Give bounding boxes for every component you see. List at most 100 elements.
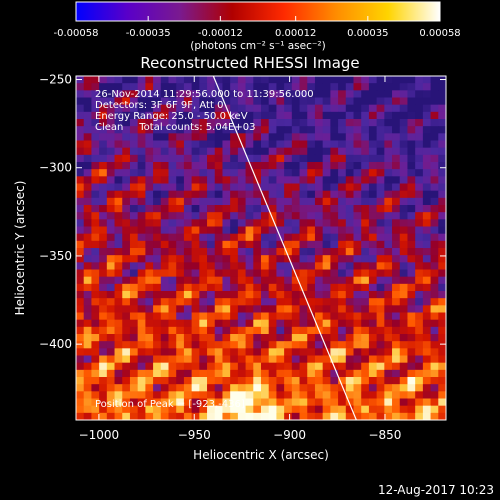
heatmap-cell	[207, 362, 216, 371]
heatmap-cell	[322, 312, 331, 321]
heatmap-cell	[261, 377, 270, 385]
heatmap-cell	[376, 83, 385, 91]
heatmap-cell	[137, 298, 146, 306]
heatmap-cell	[392, 76, 401, 84]
heatmap-cell	[183, 298, 193, 306]
heatmap-cell	[430, 76, 439, 84]
heatmap-cell	[384, 176, 393, 184]
heatmap-cell	[368, 126, 378, 134]
heatmap-cell	[160, 162, 169, 170]
heatmap-cell	[129, 126, 139, 134]
heatmap-cell	[99, 298, 108, 306]
heatmap-cell	[345, 190, 354, 199]
heatmap-cell	[122, 369, 131, 378]
heatmap-cell	[376, 248, 385, 256]
heatmap-cell	[261, 212, 270, 220]
heatmap-cell	[430, 140, 439, 149]
heatmap-cell	[245, 341, 254, 349]
heatmap-cell	[361, 133, 370, 141]
heatmap-cell	[268, 197, 277, 206]
heatmap-cell	[353, 362, 362, 371]
heatmap-cell	[407, 305, 416, 313]
heatmap-cell	[99, 83, 108, 91]
heatmap-cell	[230, 355, 239, 364]
heatmap-cell	[214, 83, 223, 91]
heatmap-cell	[422, 355, 431, 364]
heatmap-cell	[438, 219, 446, 227]
heatmap-cell	[253, 219, 262, 227]
heatmap-cell	[345, 147, 354, 156]
heatmap-cell	[284, 233, 293, 242]
heatmap-cell	[76, 183, 85, 192]
heatmap-cell	[114, 226, 123, 235]
heatmap-cell	[222, 97, 231, 106]
heatmap-cell	[191, 369, 200, 378]
heatmap-cell	[199, 212, 208, 220]
heatmap-cell	[399, 76, 408, 84]
heatmap-cell	[245, 176, 254, 184]
heatmap-cell	[114, 133, 123, 141]
heatmap-cell	[91, 369, 100, 378]
heatmap-cell	[268, 219, 277, 227]
heatmap-cell	[284, 305, 293, 313]
heatmap-cell	[176, 334, 185, 342]
heatmap-cell	[330, 76, 339, 84]
heatmap-cell	[91, 341, 100, 349]
heatmap-cell	[76, 147, 85, 156]
heatmap-cell	[106, 291, 115, 299]
heatmap-cell	[314, 183, 324, 192]
heatmap-cell	[284, 111, 293, 120]
heatmap-cell	[399, 119, 408, 127]
heatmap-cell	[76, 255, 85, 263]
heatmap-cell	[253, 341, 262, 349]
heatmap-cell	[160, 384, 169, 392]
heatmap-cell	[137, 212, 146, 220]
heatmap-cell	[353, 248, 362, 256]
heatmap-cell	[222, 126, 231, 134]
heatmap-cell	[284, 183, 293, 192]
heatmap-cell	[314, 269, 324, 278]
heatmap-cell	[230, 197, 239, 206]
heatmap-cell	[99, 269, 108, 278]
heatmap-cell	[314, 147, 324, 156]
heatmap-cell	[99, 233, 108, 242]
heatmap-cell	[191, 262, 200, 270]
heatmap-cell	[422, 319, 431, 328]
heatmap-cell	[430, 341, 439, 349]
heatmap-cell	[284, 76, 293, 84]
heatmap-cell	[307, 412, 316, 420]
heatmap-cell	[345, 276, 354, 285]
heatmap-cell	[106, 111, 115, 120]
heatmap-cell	[230, 334, 239, 342]
heatmap-cell	[122, 76, 131, 84]
heatmap-cell	[129, 212, 139, 220]
heatmap-cell	[230, 212, 239, 220]
heatmap-cell	[307, 226, 316, 235]
heatmap-cell	[338, 362, 347, 371]
heatmap-cell	[199, 283, 208, 292]
heatmap-cell	[253, 255, 262, 263]
colorbar-unit-label: (photons cm⁻² s⁻¹ asec⁻²)	[190, 40, 325, 52]
heatmap-cell	[153, 269, 162, 278]
heatmap-cell	[153, 219, 162, 227]
heatmap-cell	[261, 298, 270, 306]
heatmap-cell	[160, 97, 169, 106]
heatmap-cell	[384, 355, 393, 364]
heatmap-cell	[338, 140, 347, 149]
heatmap-cell	[183, 248, 193, 256]
heatmap-cell	[330, 326, 339, 335]
heatmap-cell	[137, 283, 146, 292]
heatmap-cell	[137, 133, 146, 141]
heatmap-cell	[183, 319, 193, 328]
heatmap-cell	[422, 140, 431, 149]
heatmap-cell	[291, 97, 300, 106]
heatmap-cell	[153, 369, 162, 378]
heatmap-cell	[129, 111, 139, 120]
heatmap-cell	[422, 405, 431, 414]
heatmap-cell	[230, 76, 239, 84]
heatmap-cell	[268, 334, 277, 342]
heatmap-cell	[291, 119, 300, 127]
heatmap-cell	[345, 255, 354, 263]
heatmap-cell	[183, 269, 193, 278]
heatmap-cell	[261, 205, 270, 213]
